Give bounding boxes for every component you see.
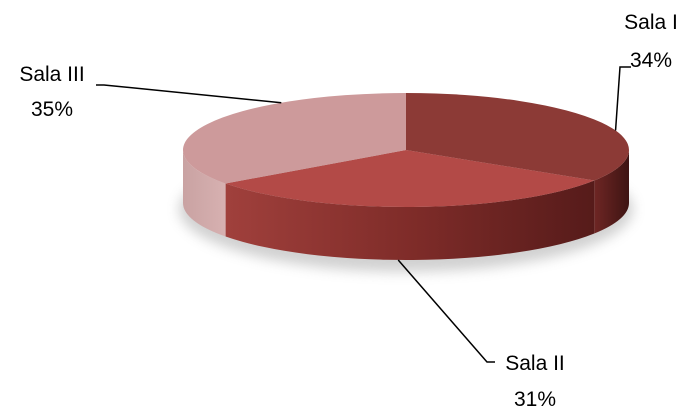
slice-value-sala-ii: 31%	[514, 388, 556, 411]
slice-label-sala-ii: Sala II	[505, 352, 565, 375]
leader-line-sala-iii	[96, 84, 282, 104]
pie-tops	[183, 93, 630, 208]
pie-side-sala-ii	[225, 180, 595, 261]
pie-side-sala-iii	[183, 150, 226, 237]
pie-labels: Sala I 34% Sala II 31% Sala III 35%	[19, 11, 678, 411]
pie-slice-sala-ii	[225, 150, 595, 208]
leader-line-sala-i	[614, 66, 631, 131]
leader-line-sala-ii	[397, 259, 495, 363]
pie-slice-sala-i	[406, 93, 630, 181]
pie-sides	[183, 150, 629, 261]
slice-label-sala-iii: Sala III	[19, 63, 84, 86]
pie-side-sala-i	[594, 150, 629, 234]
slice-value-sala-iii: 35%	[31, 98, 73, 121]
slice-label-sala-i: Sala I	[624, 11, 678, 34]
pie-slice-sala-iii	[183, 93, 406, 184]
slice-value-sala-i: 34%	[630, 49, 672, 72]
